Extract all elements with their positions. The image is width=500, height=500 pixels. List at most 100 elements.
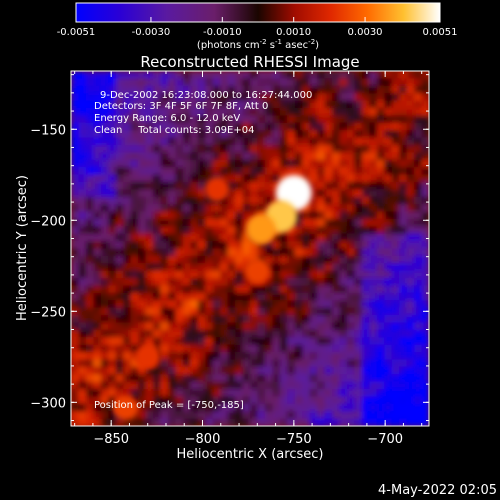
heatmap-cell (100, 107, 109, 116)
heatmap-cell (145, 374, 154, 383)
heatmap-cell (406, 278, 415, 287)
heatmap-cell (93, 403, 102, 412)
heatmap-cell (220, 167, 229, 176)
heatmap-cell (346, 329, 356, 338)
heatmap-cell (354, 389, 363, 398)
heatmap-cell (339, 93, 348, 102)
heatmap-cell (250, 159, 259, 168)
heatmap-cell (197, 137, 206, 146)
heatmap-cell (414, 366, 423, 375)
heatmap-cell (130, 329, 139, 338)
heatmap-cell (384, 329, 393, 338)
heatmap-cell (369, 366, 378, 375)
heatmap-cell (108, 396, 117, 405)
heatmap-cell (78, 174, 87, 183)
heatmap-cell (100, 115, 109, 124)
heatmap-cell (317, 152, 326, 161)
heatmap-cell (227, 174, 236, 183)
heatmap-cell (346, 174, 356, 183)
heatmap-cell (309, 152, 318, 161)
heatmap-cell (376, 130, 385, 139)
heatmap-cell (257, 159, 266, 168)
heatmap-cell (391, 144, 400, 153)
heatmap-cell (220, 115, 229, 124)
heatmap-cell (324, 107, 333, 116)
heatmap-cell (369, 85, 378, 94)
heatmap-cell (138, 307, 147, 316)
heatmap-cell (205, 107, 214, 116)
heatmap-cell (160, 100, 169, 109)
heatmap-cell (93, 337, 102, 346)
heatmap-cell (227, 411, 236, 420)
heatmap-cell (100, 152, 109, 161)
heatmap-cell (167, 300, 177, 309)
heatmap-cell (391, 226, 400, 235)
heatmap-cell (399, 93, 408, 102)
x-tick-label: −800 (185, 432, 221, 447)
heatmap-cell (399, 100, 408, 109)
heatmap-cell (376, 115, 385, 124)
heatmap-cell (212, 159, 221, 168)
heatmap-cell (145, 300, 154, 309)
heatmap-cell (190, 263, 199, 272)
heatmap-cell (406, 93, 415, 102)
heatmap-cell (212, 241, 221, 250)
heatmap-cell (361, 226, 370, 235)
heatmap-cell (190, 211, 199, 220)
heatmap-cell (205, 93, 214, 102)
heatmap-cell (309, 93, 318, 102)
heatmap-cell (309, 270, 318, 279)
heatmap-cell (391, 189, 400, 198)
heatmap-cell (339, 137, 348, 146)
heatmap-cell (361, 137, 370, 146)
heatmap-cell (309, 263, 318, 272)
heatmap-cell (130, 389, 139, 398)
heatmap-cell (324, 389, 333, 398)
heatmap-cell (220, 270, 229, 279)
heatmap-cell (361, 374, 370, 383)
heatmap-cell (406, 189, 415, 198)
heatmap-cell (361, 337, 370, 346)
heatmap-cell (93, 196, 102, 205)
heatmap-cell (391, 152, 400, 161)
heatmap-cell (197, 167, 206, 176)
heatmap-cell (294, 263, 303, 272)
heatmap-cell (85, 174, 94, 183)
heatmap-cell (153, 285, 162, 294)
heatmap-cell (421, 196, 429, 205)
heatmap-cell (257, 366, 266, 375)
heatmap-cell (212, 344, 221, 353)
heatmap-cell (160, 270, 169, 279)
heatmap-cell (317, 352, 326, 361)
heatmap-cell (220, 411, 229, 420)
heatmap-cell (391, 403, 400, 412)
heatmap-cell (235, 411, 244, 420)
heatmap-cell (391, 159, 400, 168)
heatmap-cell (354, 181, 363, 190)
heatmap-cell (71, 137, 80, 146)
heatmap-cell (212, 292, 221, 301)
heatmap-cell (100, 263, 109, 272)
heatmap-cell (309, 329, 318, 338)
heatmap-cell (182, 344, 191, 353)
heatmap-cell (212, 85, 221, 94)
heatmap-cell (182, 196, 191, 205)
heatmap-cell (167, 100, 177, 109)
heatmap-cell (220, 233, 229, 242)
heatmap-cell (257, 403, 266, 412)
heatmap-cell (242, 389, 251, 398)
heatmap-cell (85, 78, 94, 87)
heatmap-cell (346, 204, 356, 213)
heatmap-cell (160, 366, 169, 375)
heatmap-cell (175, 71, 184, 79)
heatmap-cell (123, 93, 132, 102)
heatmap-cell (108, 233, 117, 242)
heatmap-cell (190, 218, 199, 227)
heatmap-cell (384, 292, 393, 301)
heatmap-cell (391, 181, 400, 190)
heatmap-cell (78, 181, 87, 190)
heatmap-cell (153, 337, 162, 346)
heatmap-cell (175, 263, 184, 272)
heatmap-cell (287, 270, 296, 279)
heatmap-cell (108, 159, 117, 168)
